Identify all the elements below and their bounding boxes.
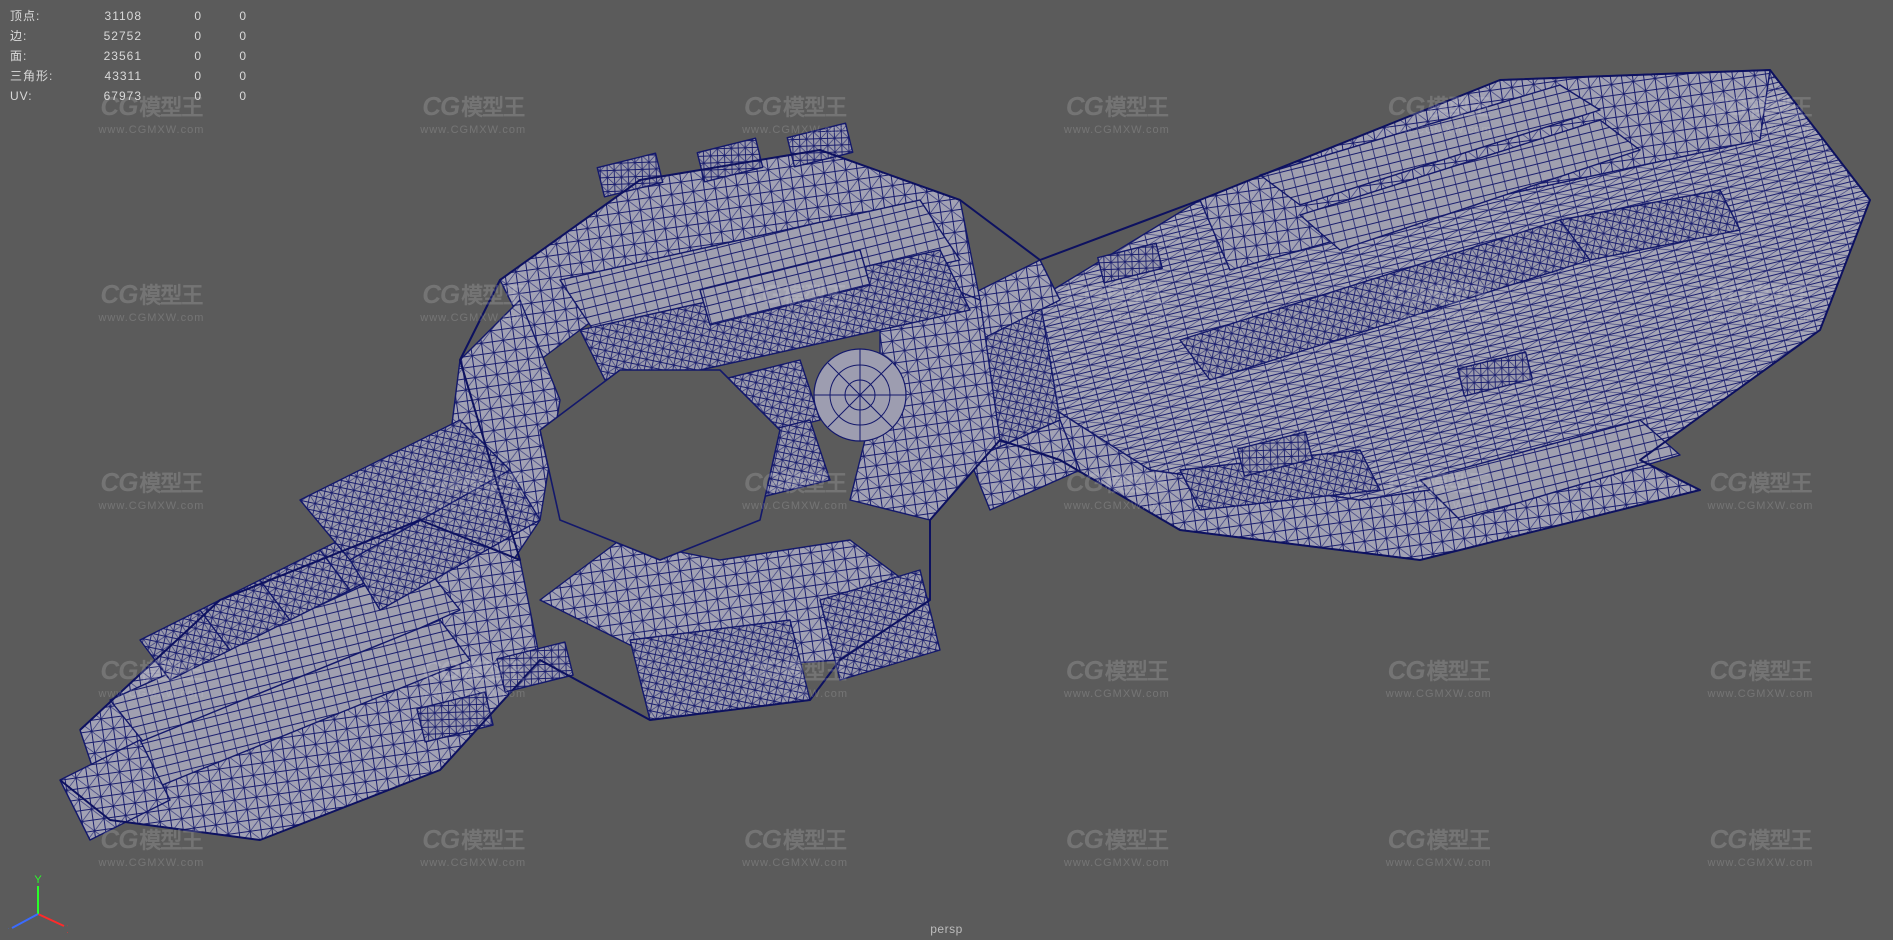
hud-label: 顶点: xyxy=(10,6,72,26)
hud-value: 23561 xyxy=(72,46,142,66)
hud-label: UV: xyxy=(10,86,72,106)
hud-value: 0 xyxy=(142,46,202,66)
viewport-3d[interactable] xyxy=(0,0,1893,940)
hud-value: 0 xyxy=(142,6,202,26)
hud-value: 0 xyxy=(202,66,247,86)
hud-value: 43311 xyxy=(72,66,142,86)
hud-label: 面: xyxy=(10,46,72,66)
hud-row-uvs: UV: 67973 0 0 xyxy=(10,86,247,106)
hud-value: 0 xyxy=(202,46,247,66)
hud-label: 边: xyxy=(10,26,72,46)
hud-label: 三角形: xyxy=(10,66,72,86)
hud-row-tris: 三角形: 43311 0 0 xyxy=(10,66,247,86)
hud-value: 52752 xyxy=(72,26,142,46)
hud-value: 0 xyxy=(142,86,202,106)
camera-name-label: persp xyxy=(930,922,963,936)
hud-row-edges: 边: 52752 0 0 xyxy=(10,26,247,46)
hud-value: 67973 xyxy=(72,86,142,106)
polycount-hud: 顶点: 31108 0 0 边: 52752 0 0 面: 23561 0 0 … xyxy=(10,6,247,106)
hud-value: 0 xyxy=(142,66,202,86)
hud-value: 0 xyxy=(202,86,247,106)
hud-row-verts: 顶点: 31108 0 0 xyxy=(10,6,247,26)
wireframe-model-icon xyxy=(0,0,1893,940)
hud-value: 0 xyxy=(202,6,247,26)
hud-value: 31108 xyxy=(72,6,142,26)
hud-value: 0 xyxy=(142,26,202,46)
hud-row-faces: 面: 23561 0 0 xyxy=(10,46,247,66)
hud-value: 0 xyxy=(202,26,247,46)
